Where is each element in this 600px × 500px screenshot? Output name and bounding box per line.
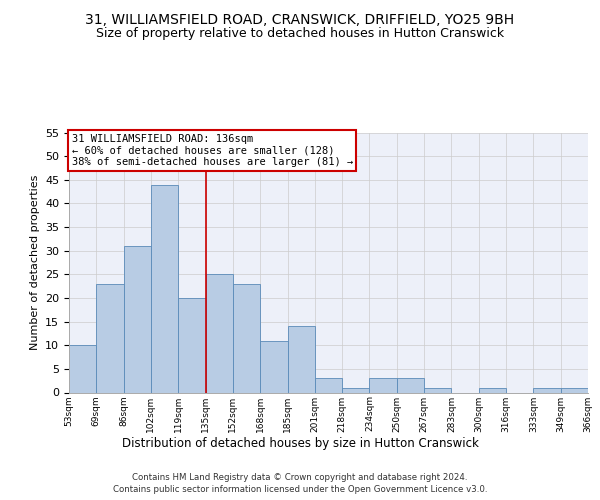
Y-axis label: Number of detached properties: Number of detached properties xyxy=(29,175,40,350)
Text: Distribution of detached houses by size in Hutton Cranswick: Distribution of detached houses by size … xyxy=(122,438,478,450)
Bar xyxy=(287,326,315,392)
Bar xyxy=(124,246,151,392)
Bar xyxy=(178,298,206,392)
Bar xyxy=(479,388,506,392)
Text: Size of property relative to detached houses in Hutton Cranswick: Size of property relative to detached ho… xyxy=(96,28,504,40)
Bar xyxy=(560,388,588,392)
Bar xyxy=(69,345,97,393)
Text: 31 WILLIAMSFIELD ROAD: 136sqm
← 60% of detached houses are smaller (128)
38% of : 31 WILLIAMSFIELD ROAD: 136sqm ← 60% of d… xyxy=(71,134,353,167)
Text: Contains public sector information licensed under the Open Government Licence v3: Contains public sector information licen… xyxy=(113,485,487,494)
Bar xyxy=(533,388,560,392)
Bar xyxy=(397,378,424,392)
Text: 31, WILLIAMSFIELD ROAD, CRANSWICK, DRIFFIELD, YO25 9BH: 31, WILLIAMSFIELD ROAD, CRANSWICK, DRIFF… xyxy=(85,12,515,26)
Bar xyxy=(260,340,287,392)
Bar xyxy=(233,284,260,393)
Bar xyxy=(370,378,397,392)
Bar xyxy=(97,284,124,393)
Bar xyxy=(424,388,451,392)
Bar xyxy=(206,274,233,392)
Bar xyxy=(151,184,178,392)
Bar xyxy=(315,378,342,392)
Bar xyxy=(342,388,370,392)
Text: Contains HM Land Registry data © Crown copyright and database right 2024.: Contains HM Land Registry data © Crown c… xyxy=(132,472,468,482)
